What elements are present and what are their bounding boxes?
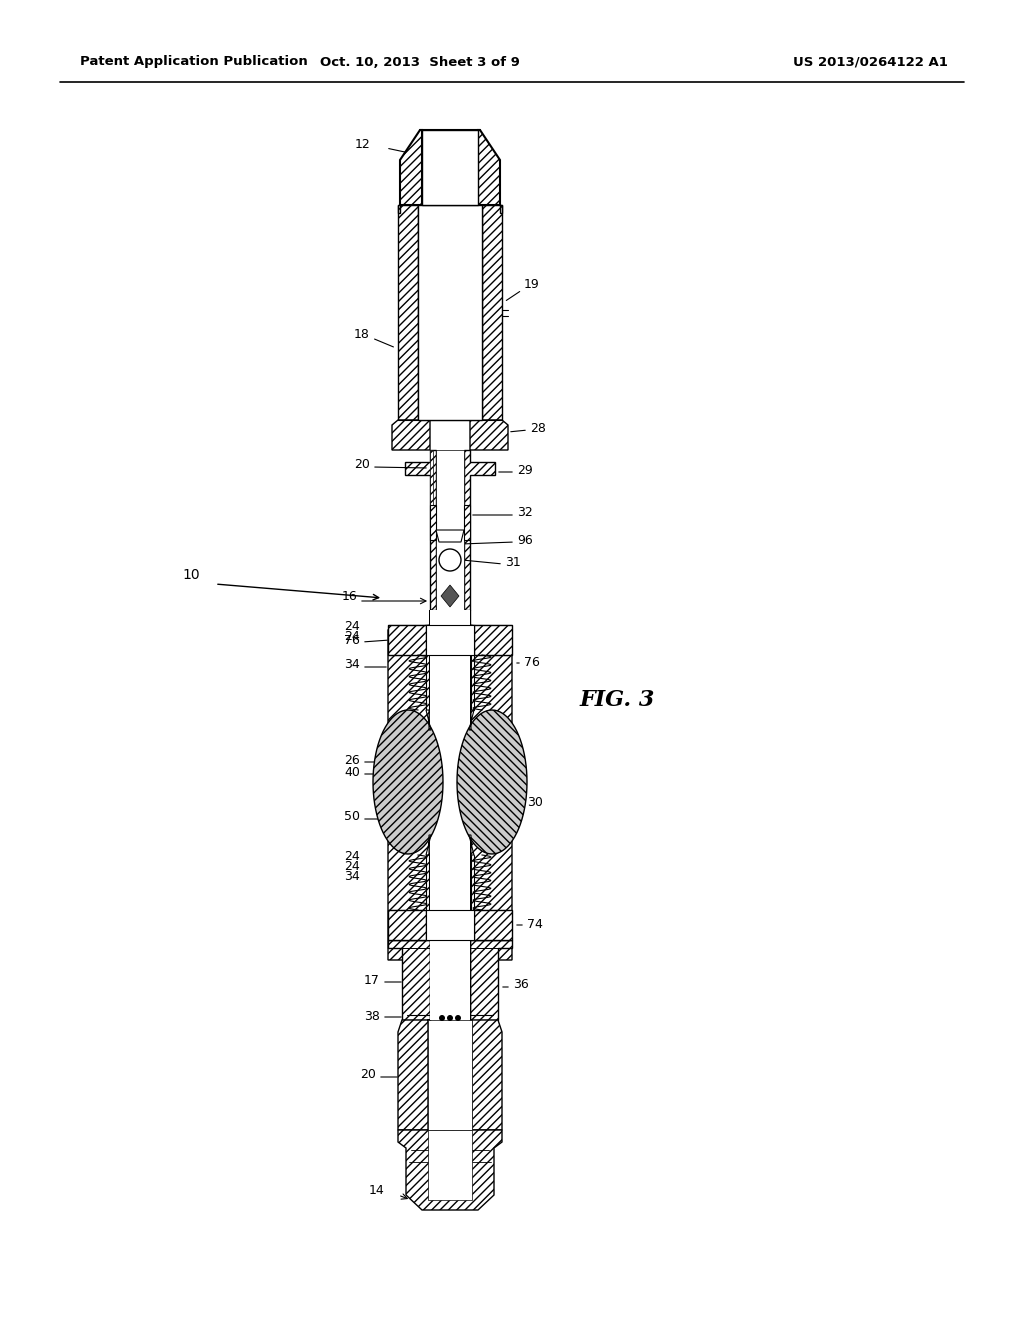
Text: 31: 31 [505,556,521,569]
Text: 38: 38 [365,1011,380,1023]
Polygon shape [422,129,478,205]
Text: 34: 34 [344,659,360,672]
Polygon shape [470,420,508,450]
Text: 12: 12 [355,139,371,152]
Text: Patent Application Publication: Patent Application Publication [80,55,308,69]
Bar [428,1020,472,1130]
Text: FIG. 3: FIG. 3 [580,689,655,711]
Text: 28: 28 [530,421,546,434]
Bar [430,940,470,1020]
Polygon shape [398,1020,430,1130]
Text: 24: 24 [344,850,360,863]
Polygon shape [457,710,527,854]
Circle shape [447,1015,453,1020]
Polygon shape [398,205,400,213]
Polygon shape [373,710,443,854]
Polygon shape [398,205,418,420]
Polygon shape [482,205,502,420]
Text: 20: 20 [354,458,370,471]
Polygon shape [469,710,474,730]
Polygon shape [474,624,512,655]
Polygon shape [388,610,430,960]
Polygon shape [388,940,430,1020]
Text: 96: 96 [517,533,532,546]
Text: US 2013/0264122 A1: US 2013/0264122 A1 [793,55,947,69]
Text: 16: 16 [341,590,357,602]
Text: 26: 26 [344,754,360,767]
Polygon shape [430,506,436,540]
Bar [430,610,470,960]
Text: 18: 18 [354,329,370,342]
Text: 17: 17 [365,974,380,986]
Bar [436,450,464,610]
Polygon shape [388,909,426,940]
Polygon shape [470,940,512,1020]
Text: 40: 40 [344,766,360,779]
Polygon shape [474,909,512,940]
Polygon shape [428,1130,472,1200]
Text: 76: 76 [344,634,360,647]
Polygon shape [470,1020,502,1130]
Polygon shape [400,129,422,205]
Polygon shape [441,585,459,607]
Polygon shape [470,610,512,960]
Text: 50: 50 [344,810,360,824]
Circle shape [455,1015,461,1020]
Text: 19: 19 [524,279,540,292]
Text: 24: 24 [344,620,360,634]
Polygon shape [426,836,431,855]
Text: 36: 36 [513,978,528,991]
Text: 10: 10 [182,568,200,582]
Text: 30: 30 [527,796,543,808]
Text: 24: 24 [344,861,360,874]
Text: 14: 14 [369,1184,384,1196]
Text: 76: 76 [524,656,540,669]
Text: Oct. 10, 2013  Sheet 3 of 9: Oct. 10, 2013 Sheet 3 of 9 [321,55,520,69]
Polygon shape [392,420,430,450]
Polygon shape [500,205,502,213]
Polygon shape [426,710,431,730]
Polygon shape [478,129,500,205]
Text: 34: 34 [344,870,360,883]
Polygon shape [464,506,470,540]
Bar [426,624,474,655]
Text: 32: 32 [517,507,532,520]
Polygon shape [469,836,474,855]
Text: 24: 24 [344,631,360,644]
Polygon shape [436,531,464,543]
Bar [426,909,474,940]
Polygon shape [388,624,426,655]
Circle shape [439,1015,445,1020]
Bar [418,205,482,420]
Text: 20: 20 [360,1068,376,1081]
Text: 29: 29 [517,463,532,477]
Polygon shape [398,1130,502,1210]
Circle shape [439,549,461,572]
Polygon shape [406,450,436,610]
Text: 74: 74 [527,919,543,932]
Polygon shape [464,450,495,610]
Polygon shape [430,450,433,510]
